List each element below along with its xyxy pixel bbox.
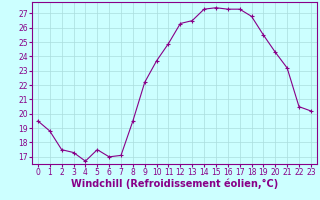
X-axis label: Windchill (Refroidissement éolien,°C): Windchill (Refroidissement éolien,°C) xyxy=(71,179,278,189)
